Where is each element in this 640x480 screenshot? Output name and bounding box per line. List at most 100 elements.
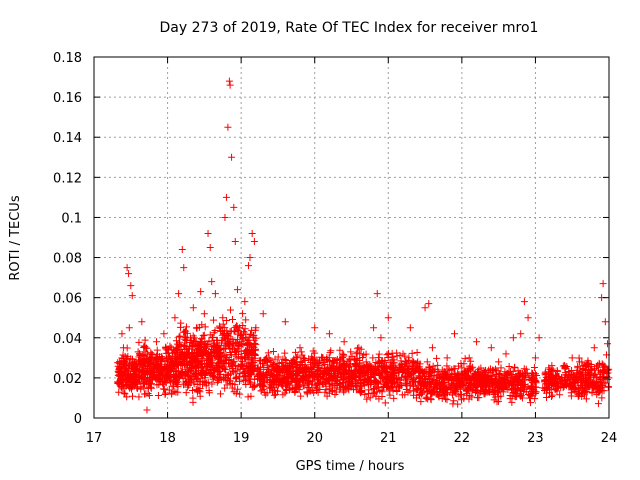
data-point (401, 368, 409, 376)
data-point (242, 381, 250, 389)
data-point (433, 381, 441, 389)
y-tick-label: 0.04 (53, 332, 82, 347)
data-point (415, 372, 423, 380)
data-point (297, 392, 305, 400)
x-tick-label: 22 (454, 431, 471, 446)
data-point (153, 353, 161, 361)
data-point (408, 349, 416, 357)
data-point (509, 378, 517, 386)
data-point (236, 365, 244, 373)
data-point (193, 324, 201, 332)
data-point (128, 292, 136, 300)
data-point (398, 391, 406, 399)
data-point (590, 344, 598, 352)
data-point (379, 375, 387, 383)
data-point (309, 374, 317, 382)
data-point (582, 395, 590, 403)
data-point (600, 372, 608, 380)
data-point (321, 368, 329, 376)
data-point (179, 375, 187, 383)
data-point (473, 386, 481, 394)
data-point (331, 391, 339, 399)
data-point (176, 332, 184, 340)
data-point (409, 362, 417, 370)
data-point (526, 392, 534, 400)
data-point (428, 365, 436, 373)
data-point (143, 406, 151, 414)
x-tick-label: 18 (159, 431, 176, 446)
data-point (388, 349, 396, 357)
data-point (554, 378, 561, 386)
data-point (205, 360, 213, 368)
data-point (314, 362, 322, 370)
data-point (243, 339, 251, 347)
data-point (245, 369, 253, 377)
data-point (355, 344, 363, 352)
data-point (370, 370, 378, 378)
data-point (238, 362, 246, 370)
data-point (250, 366, 258, 374)
data-point (451, 369, 459, 377)
data-point (124, 365, 132, 373)
data-point (417, 398, 425, 406)
data-point (332, 365, 340, 373)
data-point (296, 344, 304, 352)
data-point (263, 354, 271, 362)
data-point (576, 358, 584, 366)
data-point (221, 366, 229, 374)
data-point (365, 364, 373, 372)
data-point (498, 376, 506, 384)
data-point (275, 359, 283, 367)
data-point (467, 357, 475, 365)
data-point (264, 368, 272, 376)
data-point (457, 373, 465, 381)
data-point (183, 378, 191, 386)
data-point (424, 373, 432, 381)
data-point (232, 389, 240, 397)
data-point (233, 335, 241, 343)
data-point (340, 338, 348, 346)
data-point (256, 381, 264, 389)
data-point (565, 370, 573, 378)
data-point (244, 393, 252, 401)
data-point (210, 329, 218, 337)
data-point (397, 374, 405, 382)
data-point (151, 371, 159, 379)
data-point (115, 388, 123, 396)
data-point (428, 344, 436, 352)
data-point (218, 364, 226, 372)
data-point (598, 394, 606, 402)
data-point (565, 383, 573, 391)
data-point (465, 354, 473, 362)
data-point (234, 327, 242, 335)
data-point (433, 368, 441, 376)
data-point (475, 389, 483, 397)
data-point (174, 388, 182, 396)
data-point (182, 327, 190, 335)
data-point (140, 358, 148, 366)
data-point (123, 264, 131, 272)
data-point (595, 387, 603, 395)
data-point (281, 349, 289, 357)
data-point (360, 382, 368, 390)
data-point (114, 359, 122, 367)
data-point (212, 347, 220, 355)
data-point (383, 374, 391, 382)
data-point (168, 390, 176, 398)
data-point (550, 374, 558, 382)
data-point (467, 367, 475, 375)
data-point (130, 379, 138, 387)
data-point (219, 314, 227, 322)
data-point (314, 388, 322, 396)
data-point (443, 390, 451, 398)
data-point (162, 389, 170, 397)
data-point (421, 304, 429, 312)
data-point (505, 363, 513, 371)
data-point (370, 324, 378, 332)
data-point (256, 365, 264, 373)
y-tick-label: 0.02 (53, 372, 82, 387)
data-point (223, 353, 231, 361)
data-point (356, 350, 364, 358)
data-point (501, 368, 509, 376)
y-tick-label: 0.18 (53, 51, 82, 66)
